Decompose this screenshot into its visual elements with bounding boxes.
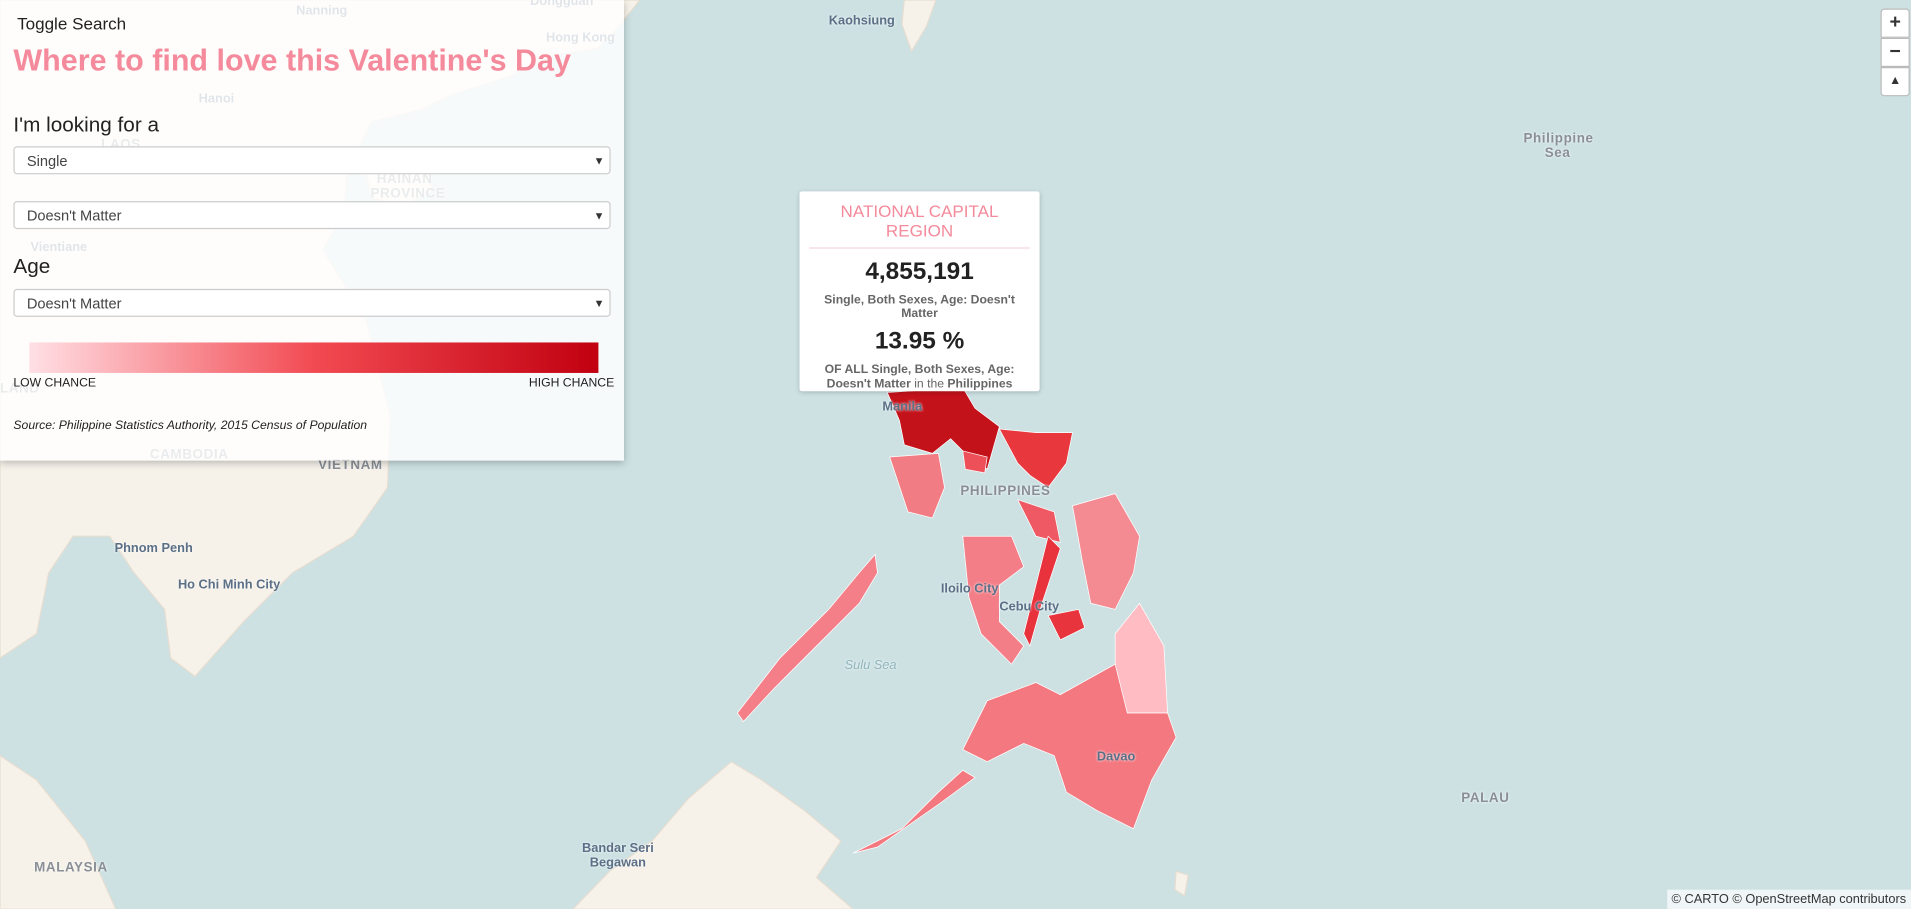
attribution: © CARTO © OpenStreetMap contributors xyxy=(1666,889,1911,909)
reset-north[interactable]: ▲ xyxy=(1880,67,1910,97)
eastern-visayas xyxy=(1072,493,1140,610)
marinduque xyxy=(962,450,988,474)
select[interactable]: Doesn't Matter ▼ xyxy=(13,201,611,230)
toggle-search[interactable]: Toggle Search xyxy=(17,13,127,33)
map-label: Philippine Sea xyxy=(1523,131,1594,161)
map-label: VIETNAM xyxy=(318,458,383,473)
tooltip-count-desc: Single, Both Sexes, Age: Doesn't Matter xyxy=(824,293,1015,321)
select-value: Single xyxy=(26,152,68,170)
mindoro xyxy=(889,452,945,519)
map-label: Cebu City xyxy=(999,599,1060,615)
title: Where to find love this Valentine's Day xyxy=(13,43,571,78)
masbate-samar xyxy=(1016,499,1061,543)
bicol xyxy=(998,428,1073,488)
form-label: I'm looking for a xyxy=(13,113,160,137)
cebu xyxy=(1023,535,1061,647)
palawan-islet xyxy=(1174,870,1189,897)
legend-gradient xyxy=(29,342,599,373)
borneo xyxy=(572,760,854,909)
legend-low: LOW CHANCE xyxy=(13,376,97,390)
tooltip: NATIONAL CAPITAL REGION 4,855,191 Single… xyxy=(799,191,1040,392)
map-label: MALAYSIA xyxy=(34,860,108,876)
zoom-in[interactable]: + xyxy=(1880,8,1910,38)
tooltip-region: NATIONAL CAPITAL REGION xyxy=(809,201,1030,249)
select[interactable]: Doesn't Matter ▼ xyxy=(13,288,611,317)
palawan xyxy=(736,553,878,723)
desc-country: Philippines xyxy=(947,377,1013,392)
map-label: Manila xyxy=(882,399,923,415)
map-label: Sulu Sea xyxy=(844,658,897,673)
tooltip-count: 4,855,191 xyxy=(865,258,974,286)
source: Source: Philippine Statistics Authority,… xyxy=(13,419,368,433)
mindanao xyxy=(962,663,1177,830)
tooltip-percent: 13.95 % xyxy=(874,327,965,355)
western-visayas xyxy=(962,535,1025,665)
map-label: Bandar Seri Begawan xyxy=(581,840,654,871)
desc-prefix: OF ALL Single, Both Sexes, Age: Doesn't … xyxy=(824,363,1015,392)
map-label: PALAU xyxy=(1461,790,1510,806)
zoom-out[interactable]: − xyxy=(1880,37,1910,68)
map-label: Davao xyxy=(1096,749,1136,765)
legend-high: HIGH CHANCE xyxy=(528,376,615,390)
map-label: PHILIPPINES xyxy=(960,483,1051,499)
map-label: Kaohsiung xyxy=(828,13,895,29)
tooltip-percent-desc: OF ALL Single, Both Sexes, Age: Doesn't … xyxy=(821,363,1017,392)
malay-peninsula xyxy=(0,754,117,909)
map-label: Iloilo City xyxy=(940,581,999,596)
select[interactable]: Single ▼ xyxy=(13,146,611,175)
sulu xyxy=(852,769,976,854)
map-label: Ho Chi Minh City xyxy=(177,577,281,593)
form-label: Age xyxy=(13,254,51,278)
desc-middle: in the xyxy=(914,377,945,392)
map-label: Phnom Penh xyxy=(114,541,193,556)
select-value: Doesn't Matter xyxy=(26,207,122,225)
select-value: Doesn't Matter xyxy=(26,294,122,312)
search-panel: Toggle Search Where to find love this Va… xyxy=(0,0,624,461)
taiwan xyxy=(901,0,937,53)
bohol xyxy=(1047,608,1086,641)
